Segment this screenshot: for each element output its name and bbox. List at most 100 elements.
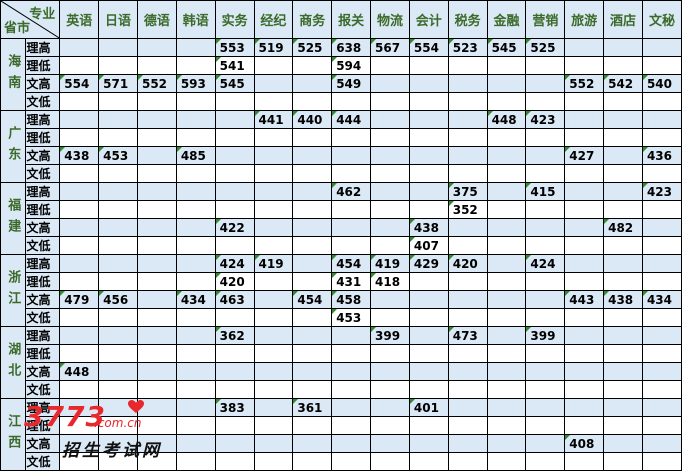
- score-cell: [136, 218, 177, 237]
- score-cell: [408, 290, 449, 309]
- table-row: 理低 420 431 418: [1, 272, 683, 291]
- score-type-cell: 理低: [24, 128, 61, 147]
- table-row: 文低 453: [1, 308, 683, 327]
- score-cell: [136, 380, 177, 399]
- score-cell: 423: [525, 110, 566, 129]
- score-cell: [370, 452, 410, 471]
- score-cell: [175, 56, 216, 75]
- score-cell: [175, 254, 216, 273]
- score-cell: [214, 164, 255, 183]
- score-cell: [564, 380, 605, 399]
- score-cell: [447, 92, 488, 111]
- score-cell: [370, 146, 410, 165]
- score-cell: 454: [292, 290, 333, 309]
- score-cell: [59, 218, 100, 237]
- score-cell: 594: [331, 56, 372, 75]
- score-cell: [408, 362, 449, 381]
- score-cell: [564, 110, 605, 129]
- score-cell: [214, 128, 255, 147]
- score-cell: [603, 164, 643, 183]
- score-cell: [447, 380, 488, 399]
- score-cell: [292, 272, 333, 291]
- score-cell: [214, 416, 255, 435]
- score-cell: [331, 218, 372, 237]
- score-cell: [98, 272, 138, 291]
- score-cell: [641, 200, 683, 219]
- score-cell: [564, 218, 605, 237]
- score-cell: [136, 272, 177, 291]
- score-cell: [292, 434, 333, 453]
- score-cell: [641, 218, 683, 237]
- score-type-cell: 文高: [24, 146, 61, 165]
- score-cell: [292, 362, 333, 381]
- score-type-cell: 理高: [24, 110, 61, 129]
- score-cell: 431: [331, 272, 372, 291]
- score-cell: [136, 92, 177, 111]
- score-cell: [641, 128, 683, 147]
- score-cell: [641, 164, 683, 183]
- score-cell: [98, 236, 138, 255]
- score-type-cell: 理高: [24, 38, 61, 57]
- column-header: 文秘: [641, 0, 683, 39]
- score-cell: 434: [641, 290, 683, 309]
- score-cell: [292, 92, 333, 111]
- score-cell: [214, 92, 255, 111]
- score-cell: [175, 326, 216, 345]
- score-cell: 418: [370, 272, 410, 291]
- score-cell: [525, 362, 566, 381]
- score-cell: [175, 416, 216, 435]
- score-cell: 552: [564, 74, 605, 93]
- score-cell: 482: [603, 218, 643, 237]
- score-cell: [98, 182, 138, 201]
- score-cell: [136, 38, 177, 57]
- table-row: 理低 541 594: [1, 56, 683, 75]
- score-cell: [408, 452, 449, 471]
- score-cell: 593: [175, 74, 216, 93]
- column-header: 韩语: [175, 0, 216, 39]
- score-cell: [564, 398, 605, 417]
- table-row: 理低: [1, 128, 683, 147]
- score-cell: 553: [214, 38, 255, 57]
- score-cell: 523: [447, 38, 488, 57]
- score-cell: [370, 344, 410, 363]
- score-cell: [408, 308, 449, 327]
- score-cell: [447, 398, 488, 417]
- score-cell: 541: [214, 56, 255, 75]
- score-cell: [486, 308, 527, 327]
- column-header: 金融: [486, 0, 527, 39]
- score-cell: [447, 416, 488, 435]
- score-cell: 552: [136, 74, 177, 93]
- score-cell: [175, 344, 216, 363]
- score-cell: [292, 344, 333, 363]
- score-cell: [408, 344, 449, 363]
- score-cell: [486, 344, 527, 363]
- score-cell: [214, 182, 255, 201]
- score-cell: [486, 200, 527, 219]
- score-type-cell: 理低: [24, 200, 61, 219]
- score-cell: [370, 380, 410, 399]
- score-cell: 424: [525, 254, 566, 273]
- table-row: 海南 理高 553 519 525 638 567 554 523 545 525: [0, 38, 683, 111]
- score-cell: [525, 272, 566, 291]
- score-cell: [564, 362, 605, 381]
- score-cell: [641, 308, 683, 327]
- score-cell: [59, 128, 100, 147]
- score-cell: [136, 344, 177, 363]
- score-cell: [98, 452, 138, 471]
- table-row: 文低: [1, 380, 683, 399]
- score-cell: [525, 146, 566, 165]
- score-cell: 419: [370, 254, 410, 273]
- score-cell: [603, 416, 643, 435]
- score-cell: [253, 218, 294, 237]
- score-type-cell: 文高: [24, 434, 61, 453]
- score-cell: [59, 56, 100, 75]
- table-row: 广东 理高 441 440 444 448 423: [0, 110, 683, 183]
- score-cell: [525, 200, 566, 219]
- score-cell: [408, 92, 449, 111]
- score-cell: [331, 362, 372, 381]
- table-row: 文高 479 456 434 463 454 458 443 438 434: [1, 290, 683, 309]
- score-cell: [564, 182, 605, 201]
- score-cell: [603, 236, 643, 255]
- score-cell: [525, 398, 566, 417]
- score-cell: 420: [214, 272, 255, 291]
